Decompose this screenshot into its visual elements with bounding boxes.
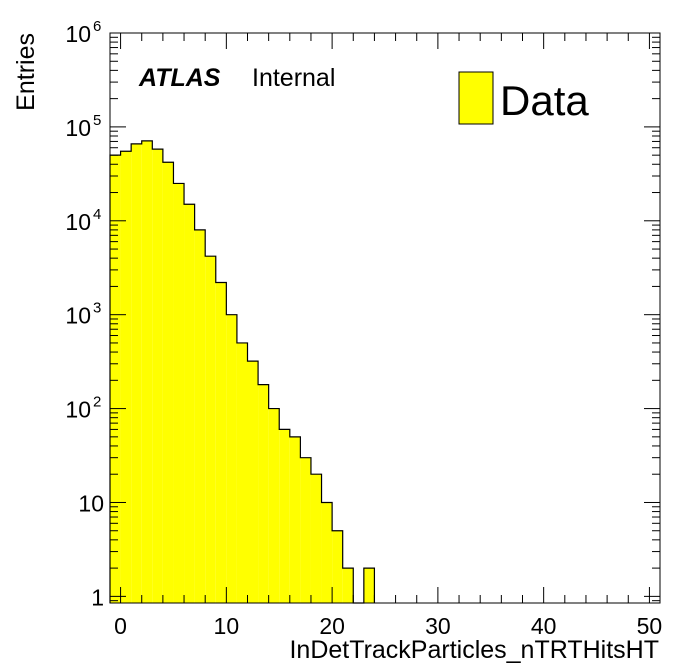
- plot-frame: [109, 32, 661, 604]
- x-tick-label: 0: [114, 613, 127, 639]
- y-tick-label: 10: [65, 115, 91, 141]
- x-tick-label: 30: [425, 613, 451, 639]
- histogram-bar: [152, 149, 163, 603]
- internal-label: Internal: [252, 64, 335, 92]
- x-axis-ticks: [120, 33, 650, 603]
- y-tick-label-exponent: 4: [93, 206, 101, 223]
- y-tick-label: 10: [65, 209, 91, 235]
- legend: Data: [458, 71, 589, 125]
- histogram-bar: [205, 256, 216, 603]
- legend-swatch-data: [458, 71, 494, 125]
- y-axis-title: Entries: [12, 33, 40, 111]
- y-axis-ticks: [110, 32, 660, 602]
- x-tick-label: 20: [319, 613, 345, 639]
- y-tick-label: 10: [65, 21, 91, 47]
- histogram-bar: [131, 143, 142, 603]
- histogram-bar: [321, 502, 333, 603]
- histogram-bar: [279, 429, 290, 603]
- y-tick-label: 10: [65, 303, 91, 329]
- histogram-bar: [310, 474, 322, 603]
- histogram-bar: [247, 361, 259, 603]
- histogram-bar: [215, 282, 227, 603]
- atlas-label: ATLAS: [138, 64, 221, 92]
- histogram-bar: [258, 384, 269, 603]
- histogram-bars: [109, 140, 376, 604]
- x-axis-title: InDetTrackParticles_nTRTHitsHT: [289, 636, 659, 664]
- y-tick-label-exponent: 6: [93, 18, 101, 35]
- y-tick-label: 10: [65, 397, 91, 423]
- histogram-bar: [194, 229, 206, 604]
- y-tick-label-exponent: 5: [93, 112, 101, 129]
- histogram-bar: [110, 155, 121, 603]
- histogram-bar: [300, 457, 311, 603]
- x-axis-tick-labels: 0 10 20 30 40 50: [114, 613, 662, 639]
- y-tick-label: 10: [78, 490, 104, 516]
- y-tick-label-exponent: 2: [93, 394, 101, 411]
- histogram-outline: [109, 140, 376, 604]
- histogram-bar: [363, 568, 375, 603]
- histogram-bar: [173, 183, 185, 604]
- histogram-bar: [342, 568, 354, 603]
- x-tick-label: 40: [531, 613, 557, 639]
- histogram-bar: [289, 436, 301, 603]
- histogram-bar: [236, 342, 248, 603]
- histogram-bar: [268, 408, 280, 603]
- histogram-bar: [120, 151, 132, 603]
- histogram-bar: [226, 314, 237, 603]
- x-tick-label: 10: [214, 613, 240, 639]
- histogram-bar: [184, 204, 195, 603]
- y-tick-label-exponent: 3: [93, 300, 101, 317]
- histogram-bar: [162, 162, 174, 604]
- legend-label-data: Data: [500, 77, 589, 124]
- y-tick-label: 1: [91, 584, 104, 610]
- x-tick-label: 50: [637, 613, 663, 639]
- histogram-bar: [332, 530, 343, 603]
- histogram-bar: [141, 140, 153, 603]
